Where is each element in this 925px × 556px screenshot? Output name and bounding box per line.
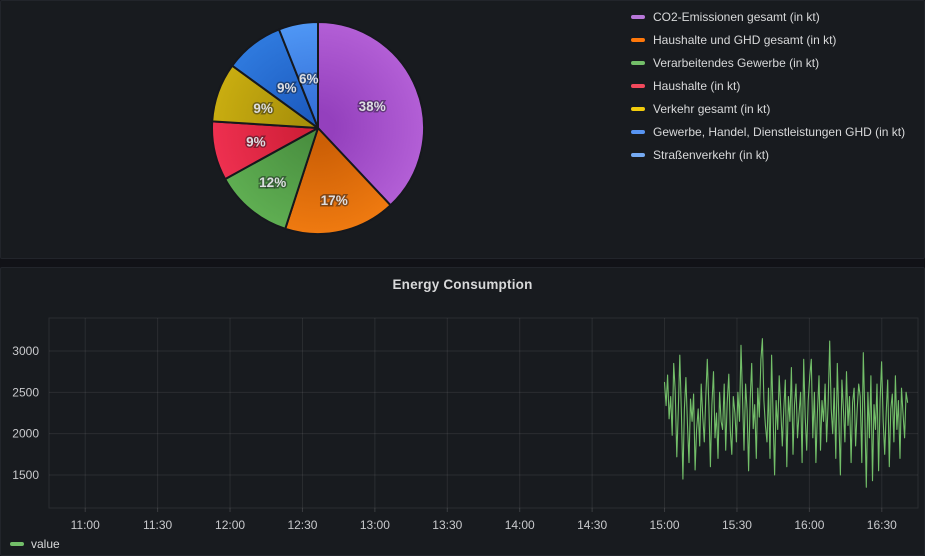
pie-slice (224, 127, 319, 230)
legend-item-label: Verarbeitendes Gewerbe (in kt) (653, 55, 820, 70)
legend-color-swatch (631, 60, 645, 65)
legend-item-label: Haushalte und GHD gesamt (in kt) (653, 32, 837, 47)
pie-legend-item[interactable]: Verkehr gesamt (in kt) (631, 97, 905, 120)
y-axis-label: 1500 (12, 468, 39, 482)
x-axis-label: 15:30 (722, 518, 752, 532)
pie-slice-label: 38% (359, 99, 386, 114)
legend-color-swatch (631, 106, 645, 111)
x-axis-label: 13:00 (360, 518, 390, 532)
pie-slice (284, 127, 392, 235)
pie-legend-item[interactable]: CO2-Emissionen gesamt (in kt) (631, 5, 905, 28)
legend-item-label: CO2-Emissionen gesamt (in kt) (653, 9, 820, 24)
timeseries-chart: 1500 2000 2500 3000 11:00 11:30 12:00 12:30 13:0… (12, 317, 919, 532)
series-label: value (31, 537, 60, 551)
x-axis-label: 16:00 (794, 518, 824, 532)
pie-chart: 38%17%12%9%9%9%6% (211, 21, 425, 235)
value-series-line (663, 338, 909, 488)
pie-slice-label: 9% (246, 134, 266, 149)
pie-slice-labels: 38%17%12%9%9%9%6% (245, 70, 388, 209)
x-axis-label: 12:30 (287, 518, 317, 532)
energy-consumption-panel: Energy Consumption 1500 2000 2500 3000 11:00… (0, 267, 925, 556)
pie-legend-item[interactable]: Haushalte und GHD gesamt (in kt) (631, 28, 905, 51)
pie-slice-label: 6% (299, 72, 319, 87)
legend-item-label: Gewerbe, Handel, Dienstleistungen GHD (i… (653, 124, 906, 139)
pie-slice-label: 9% (253, 101, 273, 116)
y-axis-label: 2000 (12, 427, 39, 441)
pie-legend: CO2-Emissionen gesamt (in kt) Haushalte u… (631, 5, 905, 166)
pie-legend-item[interactable]: Verarbeitendes Gewerbe (in kt) (631, 51, 905, 74)
pie-legend-item[interactable]: Haushalte (in kt) (631, 74, 905, 97)
pie-slice (277, 21, 319, 129)
x-axis-label: 13:30 (432, 518, 462, 532)
x-axis-labels: 11:00 11:30 12:00 12:30 13:00 13:30 14:00 14:30… (71, 518, 897, 532)
legend-item-label: Haushalte (in kt) (653, 78, 741, 93)
x-axis-label: 12:00 (215, 518, 245, 532)
legend-color-swatch (631, 152, 645, 157)
pie-legend-item[interactable]: Gewerbe, Handel, Dienstleistungen GHD (i… (631, 120, 905, 143)
y-axis-label: 3000 (12, 344, 39, 358)
x-axis-label: 14:30 (577, 518, 607, 532)
x-axis-label: 11:30 (143, 518, 172, 532)
pie-slice-label: 12% (259, 175, 286, 190)
legend-color-swatch (631, 129, 645, 134)
pie-slice-label: 9% (277, 80, 297, 95)
legend-color-swatch (631, 14, 645, 19)
y-axis-label: 2500 (12, 385, 39, 399)
x-axis-label: 14:00 (505, 518, 535, 532)
x-axis-label: 16:30 (867, 518, 897, 532)
y-axis-labels: 1500 2000 2500 3000 (12, 344, 39, 482)
x-axis-label: 11:00 (71, 518, 100, 532)
series-color-swatch (10, 542, 24, 546)
legend-color-swatch (631, 83, 645, 88)
legend-color-swatch (631, 37, 645, 42)
panel-title: Energy Consumption (392, 277, 533, 292)
pie-slices (211, 21, 425, 235)
legend-item-label: Straßenverkehr (in kt) (653, 147, 770, 162)
co2-pie-panel: 38% 17% 12% 9% 9% 9% 6% CO2-Emissionen gesamt … (0, 0, 925, 259)
x-axis-label: 15:00 (650, 518, 680, 532)
pie-slice (317, 21, 425, 207)
pie-slice-label: 17% (321, 193, 348, 208)
timeseries-legend[interactable]: value (10, 537, 60, 551)
legend-item-label: Verkehr gesamt (in kt) (653, 101, 771, 116)
pie-legend-item[interactable]: Straßenverkehr (in kt) (631, 143, 905, 166)
